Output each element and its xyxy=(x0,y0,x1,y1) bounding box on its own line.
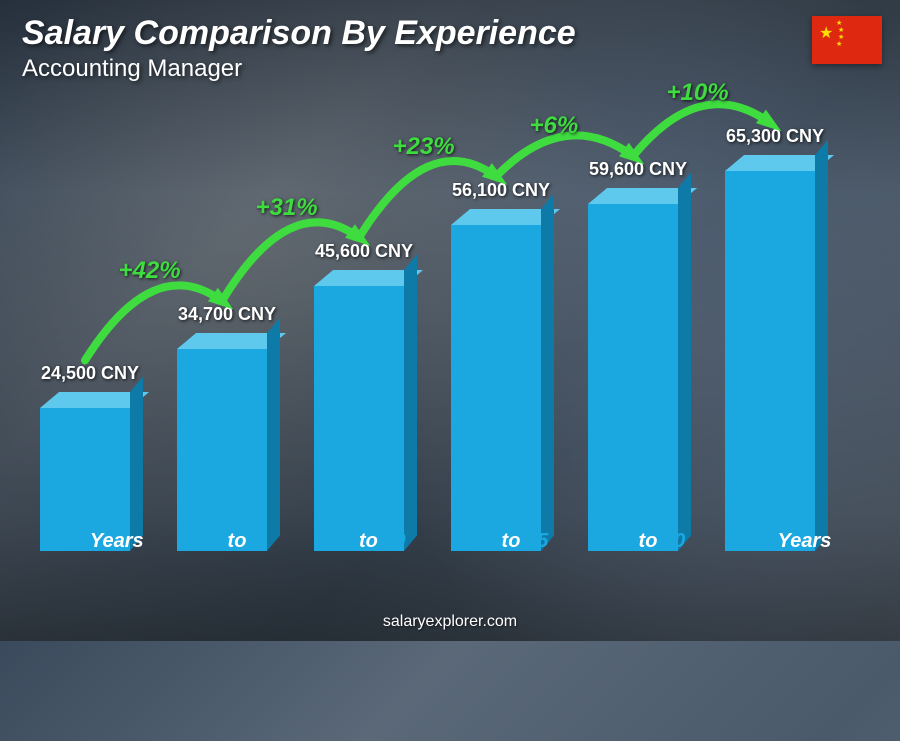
chart-subtitle: Accounting Manager xyxy=(22,55,576,83)
percent-increase-label: +31% xyxy=(256,194,318,222)
bar-category-label: 10 to 15 xyxy=(441,530,581,553)
bar-value-label: 65,300 CNY xyxy=(700,126,850,147)
bar-value-label: 59,600 CNY xyxy=(563,159,713,180)
bar-category-label: 2 to 5 xyxy=(167,530,307,553)
bar-category-label: 20+ Years xyxy=(715,530,855,553)
footer-attribution: salaryexplorer.com xyxy=(0,613,900,631)
bar-category-label: < 2 Years xyxy=(30,530,170,553)
bar-category-label: 5 to 10 xyxy=(304,530,444,553)
country-flag-icon: ★ ★ ★ ★★ xyxy=(812,16,882,64)
bar-side-face xyxy=(541,193,554,551)
chart-title: Salary Comparison By Experience xyxy=(22,14,576,53)
percent-increase-label: +42% xyxy=(119,257,181,285)
bar xyxy=(314,286,404,551)
bar-side-face xyxy=(267,318,280,551)
bar xyxy=(588,204,678,551)
bar-side-face xyxy=(404,254,417,551)
percent-increase-label: +23% xyxy=(393,133,455,161)
bar-value-label: 34,700 CNY xyxy=(152,304,302,325)
bar xyxy=(177,349,267,551)
bar-side-face xyxy=(130,377,143,551)
percent-increase-label: +6% xyxy=(530,112,579,140)
bar-category-label: 15 to 20 xyxy=(578,530,718,553)
chart-area: 24,500 CNY< 2 Years34,700 CNY2 to 5+42%4… xyxy=(30,100,850,581)
bar xyxy=(725,171,815,551)
bar-value-label: 45,600 CNY xyxy=(289,241,439,262)
bar-value-label: 24,500 CNY xyxy=(15,363,165,384)
percent-increase-label: +10% xyxy=(667,79,729,107)
bar-side-face xyxy=(678,173,691,551)
title-block: Salary Comparison By Experience Accounti… xyxy=(22,14,576,83)
bar xyxy=(451,225,541,551)
bar-value-label: 56,100 CNY xyxy=(426,180,576,201)
bar-side-face xyxy=(815,140,828,551)
